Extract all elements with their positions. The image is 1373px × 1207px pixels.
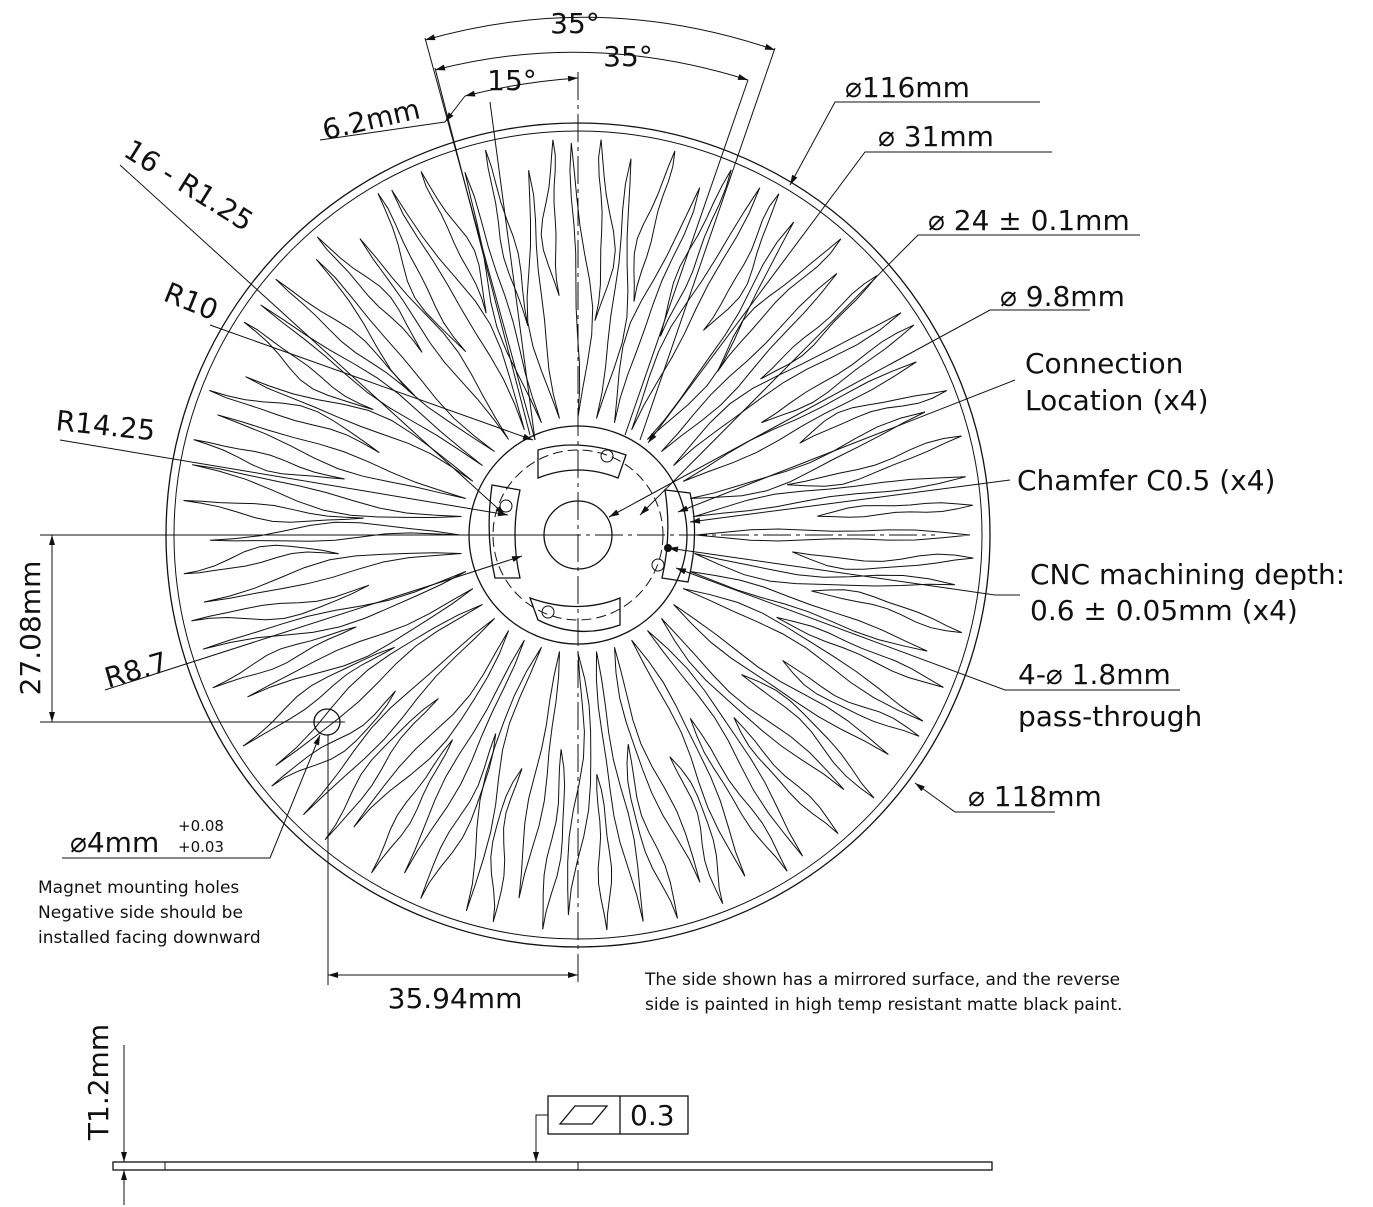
dim-label: R8.7 [101, 645, 172, 694]
callout: ⌀ 24 ± 0.1mm [928, 204, 1130, 237]
angle-label: 35° [603, 40, 653, 73]
angle-label: 15° [487, 64, 537, 97]
petal [777, 617, 944, 687]
petal [184, 545, 339, 573]
callout: 4-⌀ 1.8mm [1018, 658, 1171, 691]
drawing: 35° 35° 15° 6.2mm 16 - R1.25 R10 R14.25 … [0, 0, 1373, 1207]
petal [670, 757, 723, 904]
petal [661, 618, 844, 789]
petal [421, 734, 496, 899]
petal [192, 465, 461, 518]
petal [210, 522, 460, 541]
petal [360, 239, 509, 440]
tolerance: +0.03 [178, 838, 224, 856]
petal [718, 239, 841, 372]
petal [204, 553, 462, 602]
callout: ⌀4mm [70, 826, 159, 859]
callout: CNC machining depth: [1030, 558, 1345, 591]
petal [627, 744, 678, 918]
tolerance: +0.08 [178, 817, 224, 835]
note: The side shown has a mirrored surface, a… [644, 970, 1120, 990]
petal [519, 652, 560, 899]
petal [316, 259, 494, 451]
page: {"dimensions":{"angle_outer":"35°","angl… [0, 0, 1373, 1207]
petal [421, 171, 486, 313]
petal [218, 415, 466, 499]
petal [597, 774, 612, 930]
callout: Chamfer C0.5 (x4) [1017, 464, 1275, 497]
petal [647, 631, 802, 857]
petal [792, 552, 973, 569]
petal [303, 618, 494, 814]
angle-label: 35° [550, 7, 600, 40]
petal [491, 768, 522, 922]
flatness-value: 0.3 [630, 1099, 675, 1132]
petal [568, 653, 591, 915]
dim-label: R14.25 [54, 404, 157, 447]
petal [194, 440, 345, 479]
callout: ⌀ 9.8mm [1000, 280, 1125, 313]
petal [184, 501, 364, 523]
petal [213, 627, 357, 688]
callout: 0.6 ± 0.05mm (x4) [1030, 594, 1298, 627]
callout: ⌀ 31mm [878, 120, 994, 153]
petal [203, 572, 466, 650]
callout: Location (x4) [1025, 384, 1209, 417]
note: installed facing downward [38, 928, 261, 948]
note: Negative side should be [38, 903, 243, 923]
petal [325, 699, 438, 840]
callout: ⌀116mm [845, 71, 970, 104]
petal [695, 477, 966, 517]
petal [695, 554, 955, 587]
petal [690, 572, 927, 652]
petal [246, 377, 473, 482]
petal [543, 749, 565, 929]
side-view [113, 1045, 992, 1205]
petal [191, 585, 369, 621]
petal [261, 305, 483, 466]
petal [276, 279, 415, 395]
petal [596, 652, 643, 922]
note: side is painted in high temp resistant m… [645, 995, 1122, 1015]
petal [761, 325, 914, 423]
dim-label: 16 - R1.25 [118, 133, 259, 238]
petal [817, 503, 973, 518]
dim-label: 35.94mm [388, 982, 523, 1015]
note: Magnet mounting holes [38, 878, 239, 898]
petal [244, 322, 373, 410]
petal [734, 718, 838, 834]
petal [541, 140, 559, 296]
petal [405, 640, 525, 873]
petal [683, 362, 916, 482]
petal [248, 589, 473, 697]
petal [783, 660, 920, 736]
callout: Connection [1025, 347, 1183, 380]
petal [378, 193, 466, 352]
dim-label: R10 [159, 276, 222, 327]
callout: ⌀ 118mm [968, 780, 1102, 813]
petal [372, 740, 453, 873]
dim-label: 6.2mm [319, 92, 423, 146]
petal [570, 143, 593, 417]
petal [595, 140, 615, 321]
callout: pass-through [1018, 700, 1202, 733]
dim-label: T1.2mm [82, 1024, 115, 1141]
dim-label: 27.08mm [14, 561, 47, 696]
